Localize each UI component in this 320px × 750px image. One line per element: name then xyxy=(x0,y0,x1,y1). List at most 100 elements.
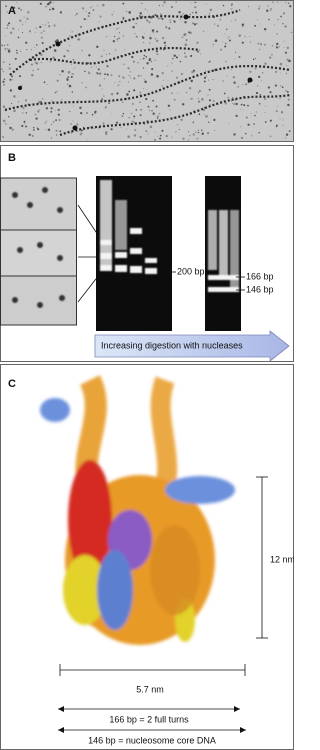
band xyxy=(100,180,112,270)
texture-dot xyxy=(198,113,201,116)
texture-dot xyxy=(180,72,183,76)
texture-dot xyxy=(44,122,46,124)
texture-dot xyxy=(230,8,232,10)
texture-dot xyxy=(269,135,272,137)
texture-dot xyxy=(112,40,115,43)
texture-dot xyxy=(35,27,38,29)
texture-dot xyxy=(148,59,151,62)
texture-dot xyxy=(37,68,40,71)
texture-dot xyxy=(19,19,22,22)
texture-dot xyxy=(68,84,72,88)
arrowhead xyxy=(58,706,64,712)
particle xyxy=(247,77,253,83)
inset xyxy=(0,177,77,231)
particle xyxy=(12,297,18,303)
particle xyxy=(57,207,63,213)
texture-dot xyxy=(226,37,228,39)
texture-dot xyxy=(199,53,202,55)
texture-dot xyxy=(162,36,165,40)
texture-dot xyxy=(26,49,28,51)
texture-dot xyxy=(55,119,57,121)
texture-dot xyxy=(245,116,248,119)
texture-dot xyxy=(232,8,233,10)
texture-dot xyxy=(50,137,53,139)
texture-dot xyxy=(81,50,83,52)
texture-dot xyxy=(186,91,188,93)
texture-dot xyxy=(222,80,224,82)
texture-dot xyxy=(204,70,207,72)
texture-dot xyxy=(67,76,70,78)
texture-dot xyxy=(122,76,125,79)
texture-dot xyxy=(37,128,40,131)
texture-dot xyxy=(90,7,92,9)
texture-dot xyxy=(14,57,17,60)
texture-dot xyxy=(148,109,150,111)
texture-dot xyxy=(61,69,64,73)
texture-dot xyxy=(88,71,90,73)
histone-tail xyxy=(165,476,235,504)
texture-dot xyxy=(171,62,173,64)
texture-dot xyxy=(254,67,257,70)
texture-dot xyxy=(67,83,69,85)
texture-dot xyxy=(150,73,154,76)
texture-dot xyxy=(181,21,183,23)
texture-dot xyxy=(77,99,79,101)
texture-dot xyxy=(103,78,105,80)
texture-dot xyxy=(70,75,73,79)
texture-dot xyxy=(142,36,145,39)
texture-dot xyxy=(169,21,172,24)
gel-2-bands xyxy=(208,210,239,292)
texture-dot xyxy=(144,8,146,10)
texture-dot xyxy=(126,10,128,12)
texture-dot xyxy=(39,109,41,111)
texture-dot xyxy=(22,23,23,25)
texture-dot xyxy=(165,26,168,29)
texture-dot xyxy=(11,128,14,131)
texture-dot xyxy=(80,132,83,135)
texture-dot xyxy=(268,18,270,21)
texture-dot xyxy=(175,131,177,133)
texture-dot xyxy=(96,71,98,73)
texture-dot xyxy=(70,123,73,125)
panel-a-micrograph xyxy=(0,0,294,142)
texture-dot xyxy=(46,84,48,86)
texture-dot xyxy=(16,1,18,3)
band xyxy=(208,275,239,280)
texture-dot xyxy=(157,135,158,137)
texture-dot xyxy=(272,1,274,4)
texture-dot xyxy=(23,123,25,125)
texture-dot xyxy=(261,71,264,74)
texture-dot xyxy=(212,43,215,46)
texture-dot xyxy=(102,122,105,125)
texture-dot xyxy=(117,84,120,86)
texture-dot xyxy=(223,92,226,95)
texture-dot xyxy=(150,60,153,63)
texture-dot xyxy=(100,55,103,58)
texture-dot xyxy=(3,83,5,86)
texture-dot xyxy=(2,105,6,108)
texture-dot xyxy=(71,132,73,134)
texture-dot xyxy=(58,118,61,122)
texture-dot xyxy=(94,110,97,113)
texture-dot xyxy=(49,8,51,11)
texture-dot xyxy=(283,40,285,42)
texture-dot xyxy=(47,22,49,24)
texture-dot xyxy=(28,30,32,33)
texture-dot xyxy=(182,137,185,140)
texture-dot xyxy=(149,37,152,40)
texture-dot xyxy=(154,13,157,17)
texture-dot xyxy=(156,30,159,33)
texture-dot xyxy=(88,12,91,15)
texture-dot xyxy=(8,116,10,118)
texture-dot xyxy=(228,122,230,124)
texture-dot xyxy=(203,80,206,83)
texture-dot xyxy=(57,109,60,111)
particle xyxy=(72,125,78,131)
texture-dot xyxy=(80,111,83,115)
nucleosome-model xyxy=(40,375,235,645)
texture-dot xyxy=(286,46,290,50)
texture-dot xyxy=(91,5,93,8)
texture-dot xyxy=(11,76,13,78)
texture-dot xyxy=(255,111,258,113)
texture-dot xyxy=(145,130,148,133)
